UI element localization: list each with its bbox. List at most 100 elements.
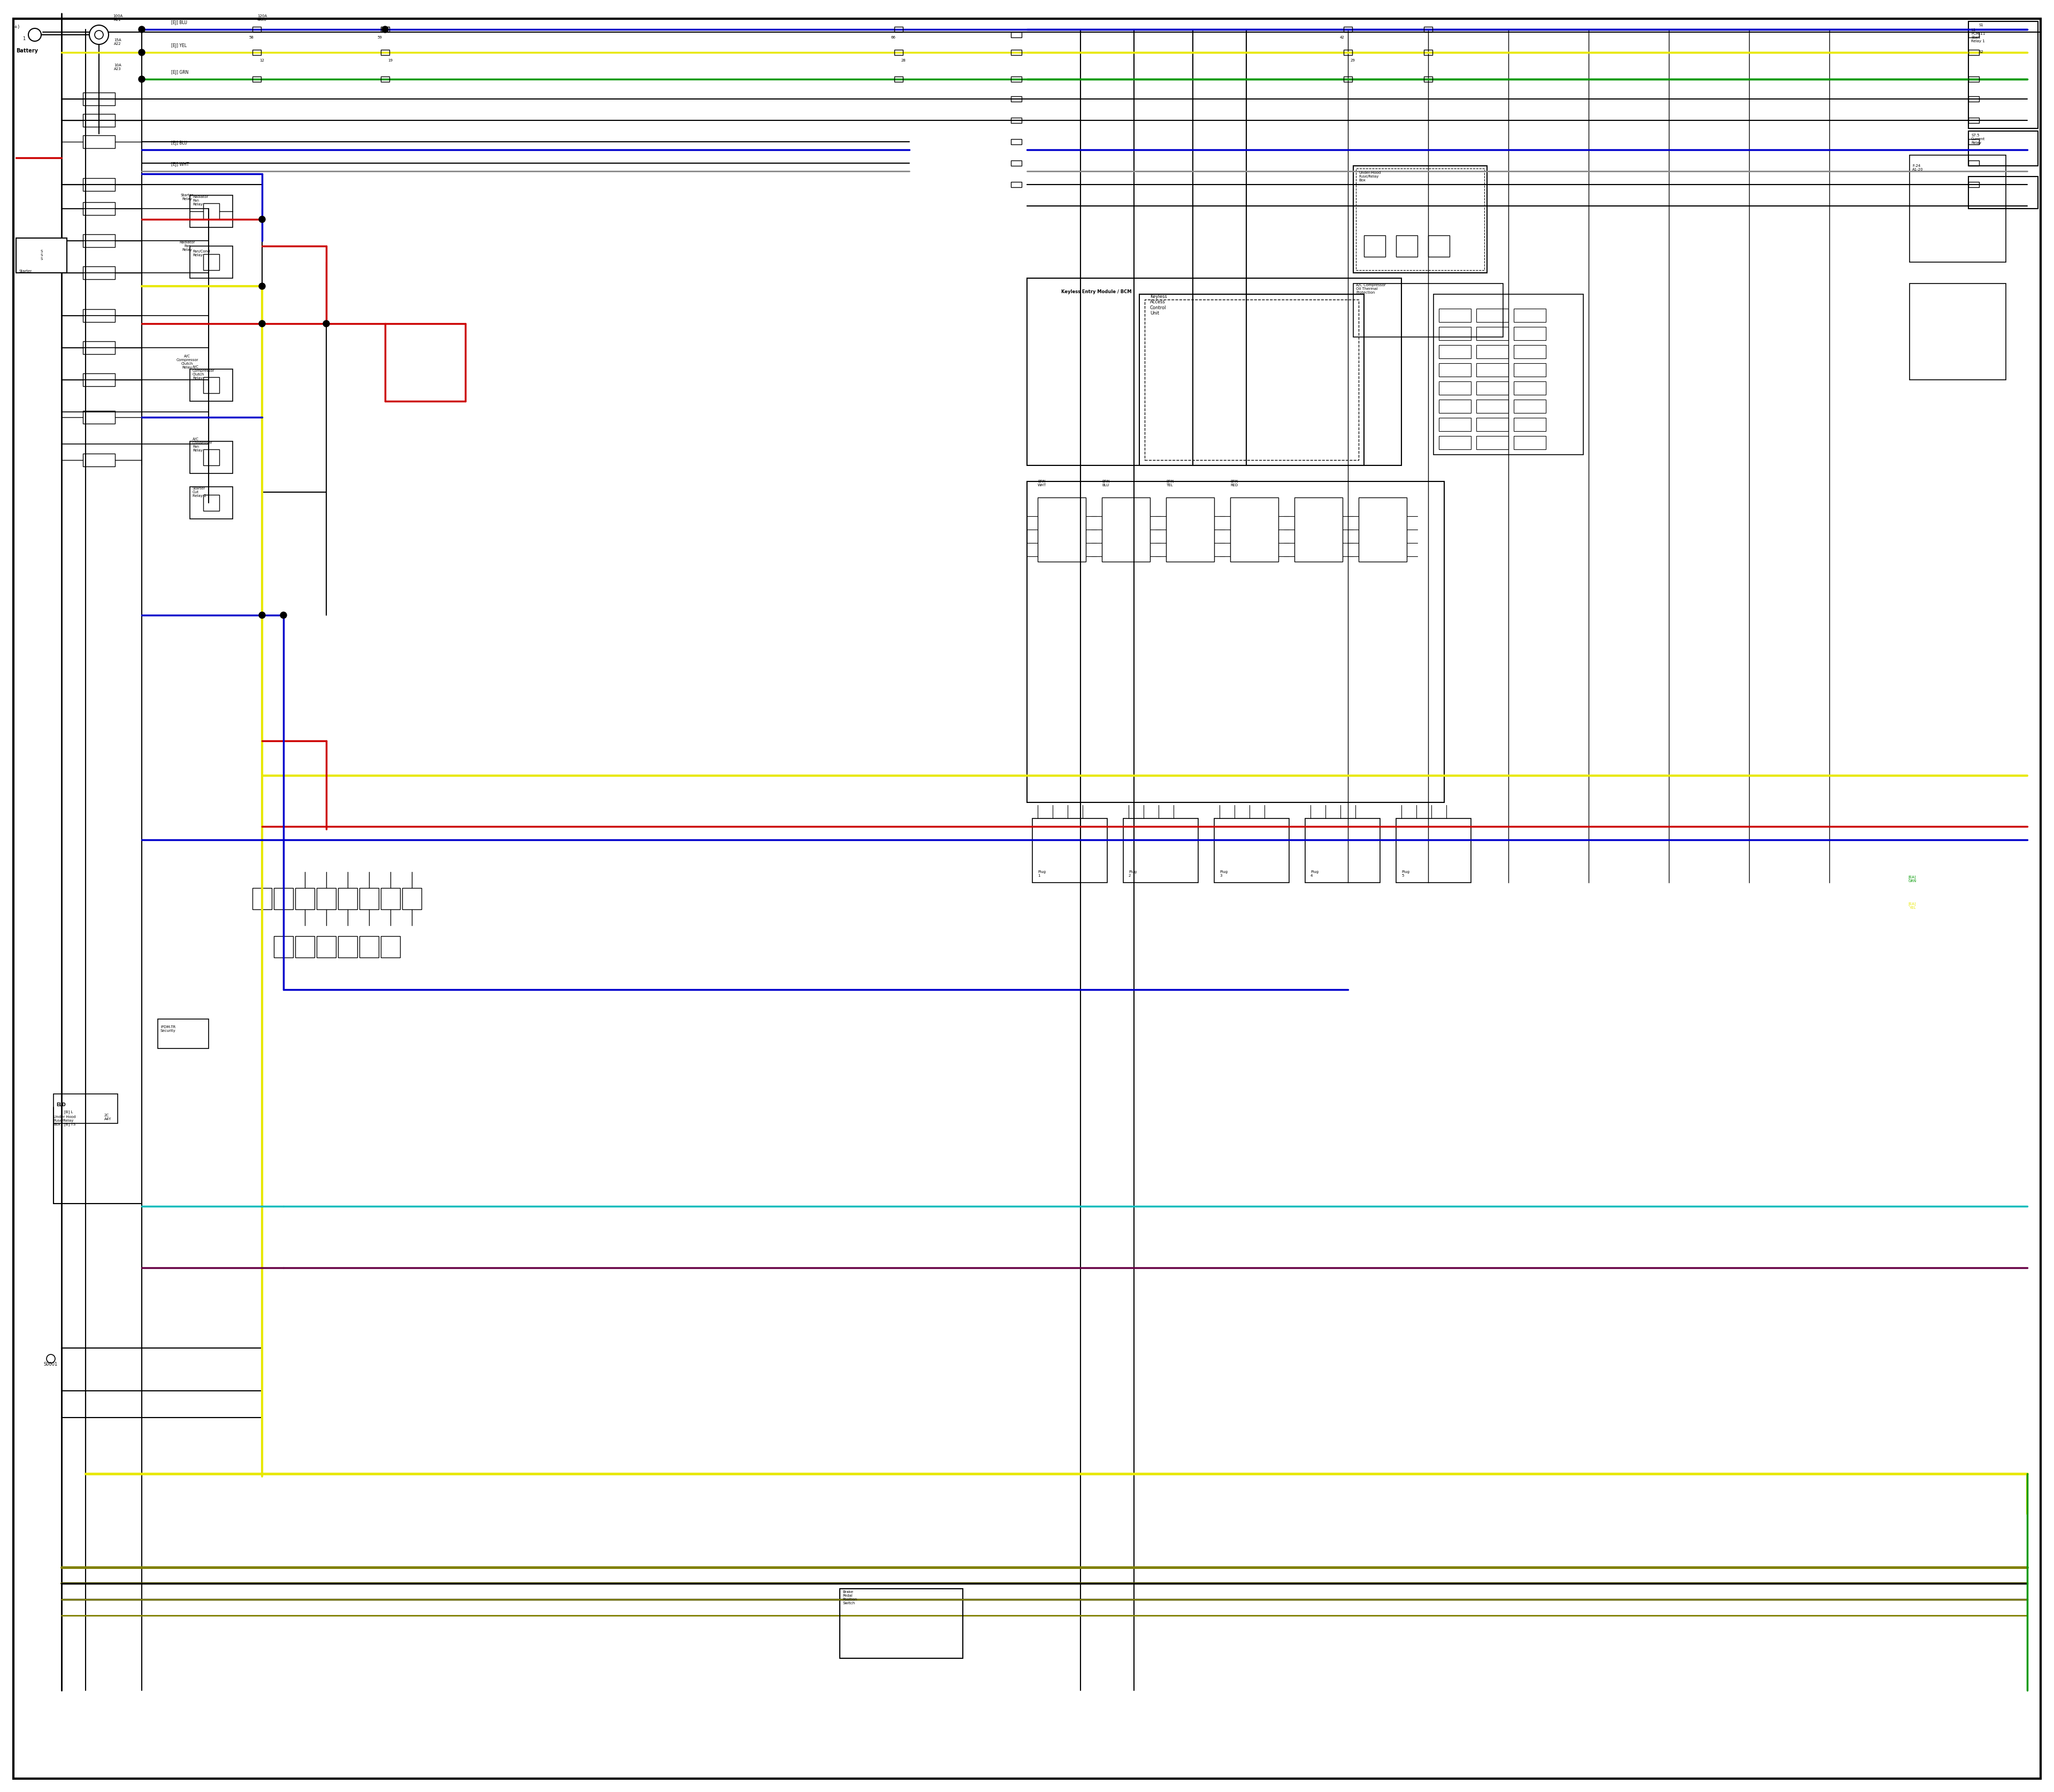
Circle shape bbox=[259, 217, 265, 222]
Bar bbox=[1477, 364, 1508, 376]
Bar bbox=[1011, 50, 1021, 56]
Bar bbox=[1343, 27, 1352, 32]
Bar bbox=[1358, 498, 1407, 561]
Bar bbox=[1144, 299, 1358, 461]
Bar bbox=[16, 238, 68, 272]
Bar bbox=[1477, 308, 1508, 323]
Bar bbox=[1440, 400, 1471, 412]
Bar bbox=[1423, 77, 1432, 82]
Bar bbox=[1440, 435, 1471, 450]
Bar bbox=[1033, 819, 1107, 883]
Bar bbox=[189, 487, 232, 520]
Text: S7.5
Current
Relay: S7.5 Current Relay bbox=[1972, 134, 1984, 145]
Bar bbox=[189, 441, 232, 473]
Bar bbox=[316, 889, 337, 909]
Bar bbox=[203, 254, 220, 271]
Bar bbox=[82, 235, 115, 247]
Bar bbox=[1477, 435, 1508, 450]
Bar bbox=[1440, 382, 1471, 394]
Text: Keyless Entry Module / BCM: Keyless Entry Module / BCM bbox=[1062, 289, 1132, 294]
Bar bbox=[82, 373, 115, 387]
Text: BRN
WHT: BRN WHT bbox=[1037, 480, 1045, 487]
Bar bbox=[1968, 140, 1980, 145]
Text: Brake
Pedal
Position
Switch: Brake Pedal Position Switch bbox=[842, 1590, 857, 1606]
Circle shape bbox=[29, 29, 41, 41]
Bar bbox=[1356, 168, 1485, 271]
Text: Radiator
Fan
Relay: Radiator Fan Relay bbox=[179, 240, 195, 251]
Bar bbox=[1011, 118, 1021, 124]
Bar bbox=[1037, 498, 1087, 561]
Circle shape bbox=[94, 30, 103, 39]
Bar bbox=[1968, 77, 1980, 82]
Circle shape bbox=[88, 25, 109, 45]
Bar bbox=[203, 202, 220, 219]
Text: Fan/Cond
Relay: Fan/Cond Relay bbox=[193, 249, 210, 256]
Bar bbox=[1440, 308, 1471, 323]
Text: A/C
Compressor
Clutch
Relay: A/C Compressor Clutch Relay bbox=[193, 366, 216, 380]
Bar bbox=[1514, 435, 1547, 450]
Bar bbox=[380, 50, 390, 56]
Text: A/C
Condenser
Fan
Relay: A/C Condenser Fan Relay bbox=[193, 437, 212, 452]
Bar bbox=[1477, 418, 1508, 432]
Bar bbox=[203, 495, 220, 511]
Bar bbox=[82, 93, 115, 106]
Bar bbox=[1343, 50, 1352, 56]
Bar bbox=[253, 889, 271, 909]
Text: Starter: Starter bbox=[18, 269, 31, 272]
Bar bbox=[1477, 326, 1508, 340]
Text: Plug
3: Plug 3 bbox=[1220, 871, 1228, 878]
Bar bbox=[82, 177, 115, 192]
Bar bbox=[1027, 278, 1401, 466]
Bar bbox=[339, 935, 357, 957]
Bar bbox=[1354, 283, 1504, 337]
Text: 12: 12 bbox=[259, 59, 265, 63]
Text: Starter
Relay: Starter Relay bbox=[181, 194, 193, 201]
Bar bbox=[1910, 156, 2007, 262]
Bar bbox=[1214, 819, 1290, 883]
Bar bbox=[1124, 819, 1197, 883]
Bar bbox=[1968, 161, 1980, 167]
Bar bbox=[1968, 131, 2038, 167]
Text: ELD: ELD bbox=[55, 1102, 66, 1107]
Text: S0001: S0001 bbox=[43, 1362, 58, 1367]
Bar bbox=[1354, 167, 1487, 272]
Circle shape bbox=[322, 321, 329, 326]
Text: L1
PCM-11
Start
Relay 1: L1 PCM-11 Start Relay 1 bbox=[1972, 29, 1986, 43]
Bar bbox=[82, 202, 115, 215]
Text: Starter
Cut
Relay 2: Starter Cut Relay 2 bbox=[193, 487, 205, 498]
Bar bbox=[1428, 235, 1450, 256]
Bar bbox=[1514, 346, 1547, 358]
Text: [EJ] BLU: [EJ] BLU bbox=[170, 20, 187, 25]
Bar bbox=[1514, 364, 1547, 376]
Text: [B] TS: [B] TS bbox=[64, 1122, 76, 1125]
Bar bbox=[82, 267, 115, 280]
Bar bbox=[1968, 32, 1980, 38]
Text: [EJ] BLU: [EJ] BLU bbox=[170, 142, 187, 145]
Text: A/C Compressor
Oil Thermal
Protection: A/C Compressor Oil Thermal Protection bbox=[1356, 283, 1386, 294]
Circle shape bbox=[382, 27, 388, 32]
Text: 28: 28 bbox=[902, 59, 906, 63]
Bar bbox=[1514, 326, 1547, 340]
Text: [EA]
GRN: [EA] GRN bbox=[1908, 874, 1916, 883]
Bar bbox=[1968, 177, 2038, 208]
Bar bbox=[253, 77, 261, 82]
Circle shape bbox=[138, 27, 146, 32]
Bar bbox=[1230, 498, 1278, 561]
Bar bbox=[1101, 498, 1150, 561]
Bar bbox=[1011, 181, 1021, 186]
Text: A/C
Compressor
Clutch
Relay: A/C Compressor Clutch Relay bbox=[177, 355, 199, 369]
Bar bbox=[296, 935, 314, 957]
Circle shape bbox=[259, 611, 265, 618]
Text: 58: 58 bbox=[249, 36, 253, 39]
Bar bbox=[1167, 498, 1214, 561]
Text: [EJ] GRN: [EJ] GRN bbox=[170, 70, 189, 75]
Circle shape bbox=[138, 75, 146, 82]
Bar bbox=[1027, 482, 1444, 803]
Bar bbox=[203, 376, 220, 392]
Bar bbox=[1011, 32, 1021, 38]
Bar bbox=[1477, 400, 1508, 412]
Bar bbox=[1434, 294, 1584, 455]
Bar bbox=[1343, 77, 1352, 82]
Text: (+): (+) bbox=[12, 25, 21, 29]
Text: [B] L: [B] L bbox=[64, 1109, 74, 1113]
